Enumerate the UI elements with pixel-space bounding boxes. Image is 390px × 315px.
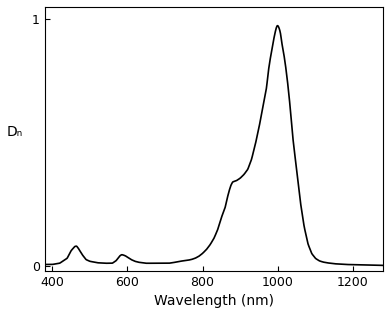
Y-axis label: Dₙ: Dₙ <box>7 125 23 139</box>
X-axis label: Wavelength (nm): Wavelength (nm) <box>154 294 274 308</box>
